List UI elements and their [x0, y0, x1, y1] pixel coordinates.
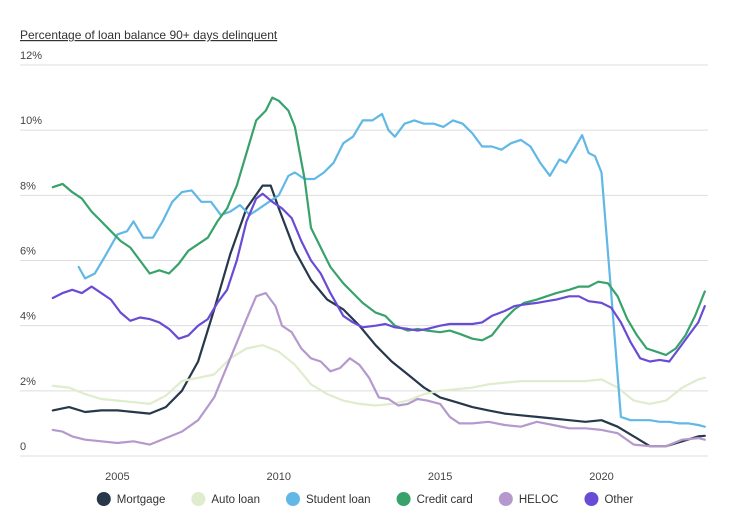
- legend-label-mortgage: Mortgage: [117, 494, 166, 506]
- legend-label-credit-card: Credit card: [417, 494, 473, 506]
- legend-label-auto-loan: Auto loan: [211, 494, 260, 506]
- y-tick-label: 0: [20, 441, 26, 453]
- y-tick-label: 10%: [20, 115, 42, 127]
- y-tick-label: 12%: [20, 50, 42, 62]
- legend-marker-credit-card: [396, 492, 411, 506]
- gridlines: [20, 64, 708, 457]
- series-line-credit-card: [51, 96, 706, 357]
- x-tick-label: 2015: [428, 471, 452, 483]
- series-lines: [51, 96, 706, 448]
- legend-marker-heloc: [498, 492, 513, 506]
- chart-title: Percentage of loan balance 90+ days deli…: [20, 28, 278, 42]
- y-tick-label: 2%: [20, 376, 36, 388]
- legend-label-student-loan: Student loan: [306, 494, 371, 506]
- x-axis-tick-labels: 2005 2010 2015 2020: [105, 471, 614, 483]
- series-line-other: [51, 192, 706, 363]
- series-line-mortgage: [51, 184, 706, 448]
- legend-label-heloc: HELOC: [519, 494, 559, 506]
- y-tick-label: 8%: [20, 180, 36, 192]
- legend-marker-other: [584, 492, 599, 506]
- x-tick-label: 2010: [267, 471, 291, 483]
- series-line-auto-loan: [51, 344, 706, 407]
- legend: Mortgage Auto loan Student loan Credit card…: [96, 492, 633, 506]
- y-tick-label: 4%: [20, 311, 36, 323]
- legend-label-other: Other: [604, 494, 633, 506]
- legend-marker-student-loan: [285, 492, 300, 506]
- x-tick-label: 2005: [105, 471, 129, 483]
- y-tick-label: 6%: [20, 246, 36, 258]
- legend-marker-auto-loan: [191, 492, 206, 506]
- series-line-student-loan: [77, 112, 706, 428]
- x-tick-label: 2020: [589, 471, 613, 483]
- y-axis-tick-labels: 0 2% 4% 6% 8% 10% 12%: [20, 50, 42, 453]
- legend-marker-mortgage: [96, 492, 111, 506]
- series-line-heloc: [51, 292, 706, 448]
